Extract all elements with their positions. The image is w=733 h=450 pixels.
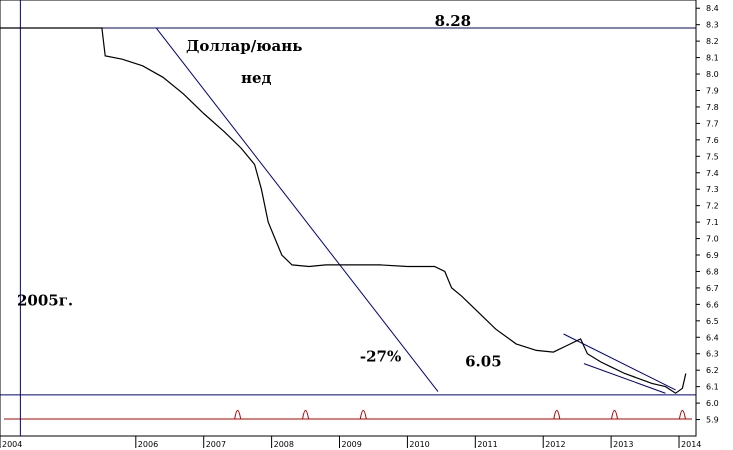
- x-tick-label: 2013: [613, 440, 633, 449]
- indicator-spike: [678, 410, 686, 420]
- annotation-label: 8.28: [435, 12, 472, 30]
- chart-subtitle: нед: [241, 69, 272, 87]
- indicator-spikes: [234, 410, 686, 420]
- annotation-label: 2005г.: [17, 292, 73, 310]
- annotation-label: 6.05: [465, 353, 502, 371]
- indicator-spike: [359, 410, 367, 420]
- x-tick-label: 2014: [681, 440, 701, 449]
- y-tick-label: 7.4: [706, 169, 719, 178]
- y-tick-label: 8.1: [706, 54, 719, 63]
- chart-title: Доллар/юань: [186, 37, 302, 55]
- y-tick-label: 6.1: [706, 383, 719, 392]
- x-tick-label: 2009: [342, 440, 362, 449]
- annotations: 8.28 2005г. -27% 6.05: [17, 12, 502, 371]
- x-tick-label: 2007: [206, 440, 226, 449]
- y-tick-label: 5.9: [706, 416, 719, 425]
- indicator-spike: [302, 410, 310, 420]
- y-tick-label: 6.2: [706, 366, 719, 375]
- y-tick-label: 7.9: [706, 86, 719, 95]
- y-tick-label: 6.3: [706, 350, 719, 359]
- y-tick-label: 8.3: [706, 21, 719, 30]
- plot-area: [0, 0, 697, 437]
- y-tick-label: 6.5: [706, 317, 719, 326]
- y-tick-label: 7.2: [706, 202, 719, 211]
- y-tick-label: 7.8: [706, 103, 719, 112]
- y-tick-label: 6.4: [706, 333, 719, 342]
- y-tick-label: 6.6: [706, 300, 719, 309]
- y-tick-label: 7.1: [706, 218, 719, 227]
- price-line: [0, 27, 687, 394]
- trendline: [583, 363, 666, 394]
- y-tick-label: 6.0: [706, 399, 719, 408]
- x-tick-label: 2008: [274, 440, 294, 449]
- annotation-label: -27%: [360, 348, 401, 366]
- y-tick-label: 7.6: [706, 136, 719, 145]
- y-tick-label: 7.3: [706, 185, 719, 194]
- y-tick-label: 6.8: [706, 267, 719, 276]
- indicator-spike: [234, 410, 242, 420]
- x-tick-label: 2006: [138, 440, 158, 449]
- x-tick-label: 2004: [2, 440, 22, 449]
- indicator-spike: [553, 410, 561, 420]
- y-tick-label: 8.2: [706, 37, 719, 46]
- y-tick-label: 8.0: [706, 70, 719, 79]
- y-axis-ticks: 5.9 6.0 6.1 6.2 6.3 6.4 6.5 6.6 6.7 6.8 6.9 7.0 7.1 7…: [696, 4, 719, 425]
- y-tick-label: 7.7: [706, 119, 719, 128]
- y-tick-label: 6.9: [706, 251, 719, 260]
- y-tick-label: 7.0: [706, 235, 719, 244]
- y-tick-label: 6.7: [706, 284, 719, 293]
- x-axis-ticks: 2004 2006 2007 2008 2009 2010 2011 2012 2013 2014: [0, 436, 701, 449]
- x-tick-label: 2012: [545, 440, 565, 449]
- y-tick-label: 8.4: [706, 4, 719, 13]
- y-tick-label: 7.5: [706, 152, 719, 161]
- indicator-spike: [611, 410, 619, 420]
- horizontal-levels: [0, 27, 696, 396]
- x-tick-label: 2010: [409, 440, 429, 449]
- x-tick-label: 2011: [477, 440, 497, 449]
- trendline: [155, 27, 439, 392]
